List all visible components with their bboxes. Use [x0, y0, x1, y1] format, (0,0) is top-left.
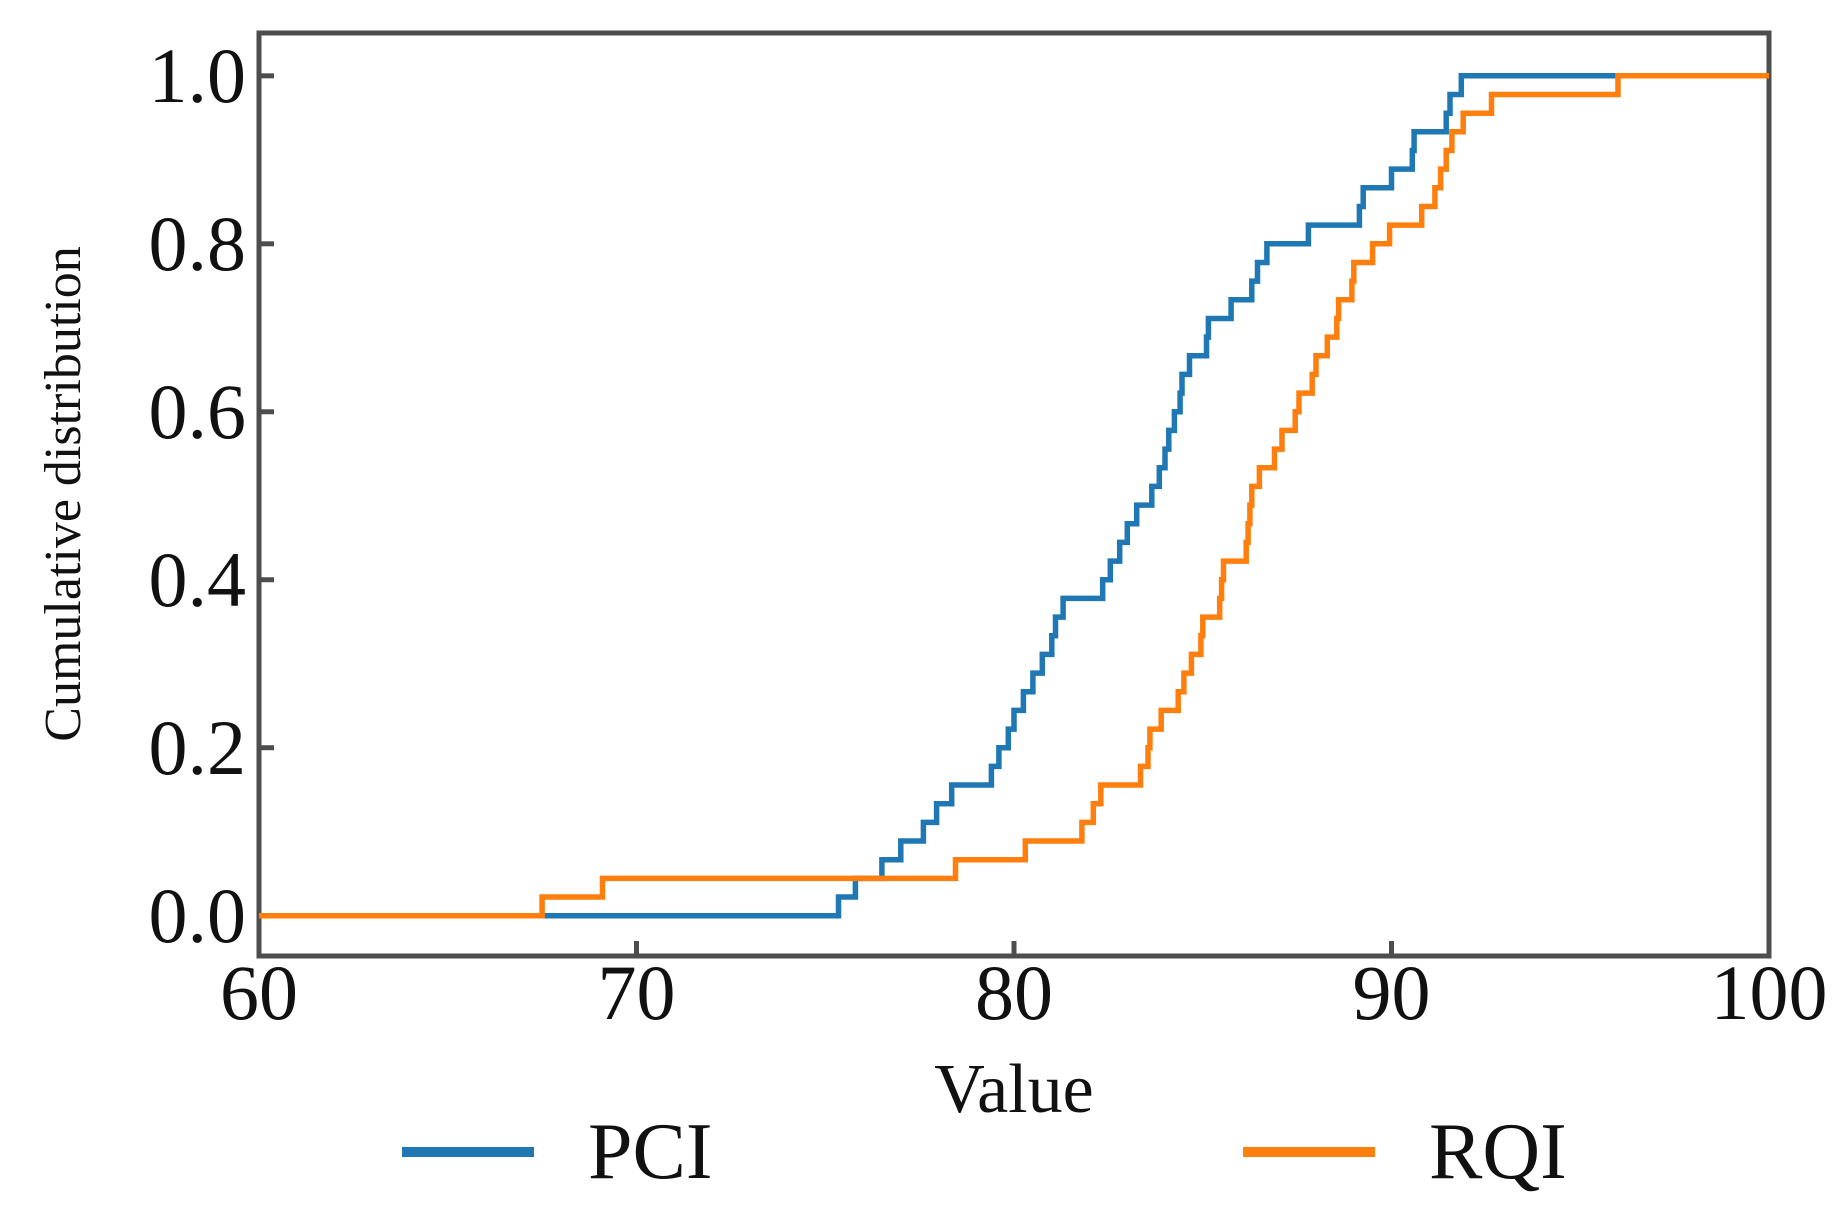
rqi-legend-line-swatch — [1243, 1147, 1375, 1157]
x-tick-label: 100 — [1710, 949, 1828, 1036]
axis-tick-marks — [256, 73, 1772, 954]
rqi-line — [259, 73, 1769, 919]
y-tick-label: 0.8 — [148, 199, 247, 287]
pci-line — [259, 73, 1769, 919]
x-axis-label: Value — [934, 1051, 1094, 1128]
y-tick-label: 0.2 — [148, 703, 247, 791]
x-tick-label: 70 — [597, 949, 676, 1036]
rqi-legend-label: RQI — [1429, 1108, 1567, 1196]
y-tick-label: 1.0 — [148, 31, 247, 119]
y-axis-label: Cumulative distribution — [35, 246, 92, 742]
plot-area-border — [256, 30, 1772, 959]
y-tick-label: 0.0 — [148, 871, 247, 959]
pci-legend-label: PCI — [588, 1108, 713, 1196]
legend-entry-rqi: RQI — [1243, 1097, 1567, 1207]
pci-legend-line-swatch — [402, 1147, 534, 1157]
x-tick-label: 90 — [1352, 949, 1431, 1036]
x-tick-label: 80 — [975, 949, 1053, 1036]
x-tick-label: 60 — [220, 949, 298, 1036]
legend-entry-pci: PCI — [402, 1097, 713, 1207]
y-tick-label: 0.4 — [148, 535, 247, 623]
y-tick-label: 0.6 — [148, 367, 247, 455]
